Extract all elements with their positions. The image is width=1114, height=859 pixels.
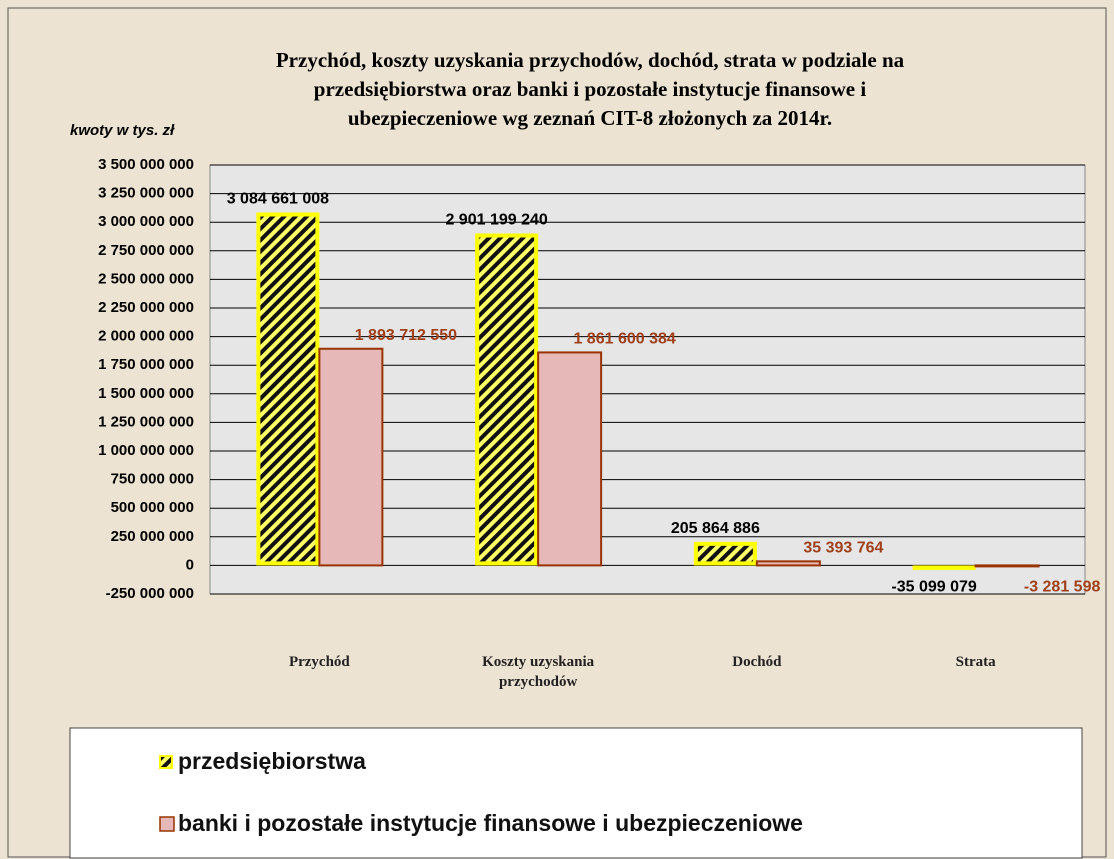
legend-swatch <box>159 755 173 769</box>
bar <box>475 233 539 566</box>
data-label: 1 861 600 384 <box>573 331 675 348</box>
legend-box <box>69 727 1083 859</box>
bar <box>256 212 320 566</box>
y-tick-label: 2 250 000 000 <box>98 299 194 316</box>
y-tick-label: 0 <box>186 556 194 573</box>
y-tick-label: 1 750 000 000 <box>98 356 194 373</box>
y-tick-label: 3 000 000 000 <box>98 213 194 230</box>
bar <box>974 564 1040 568</box>
y-axis-label: kwoty w tys. zł <box>70 122 175 139</box>
x-tick-label: Dochód <box>732 654 782 670</box>
data-label: 1 893 712 550 <box>355 327 457 344</box>
legend-label: banki i pozostałe instytucje finansowe i… <box>178 810 803 836</box>
y-tick-label: 750 000 000 <box>111 471 194 488</box>
y-tick-label: 3 500 000 000 <box>98 156 194 173</box>
data-label: 2 901 199 240 <box>445 212 547 229</box>
y-tick-label: 2 750 000 000 <box>98 242 194 259</box>
bar <box>537 351 603 567</box>
x-tick-label: Strata <box>955 654 996 670</box>
y-tick-label: 250 000 000 <box>111 528 194 545</box>
y-tick-label: 2 500 000 000 <box>98 270 194 287</box>
data-label: -35 099 079 <box>891 579 977 596</box>
bar <box>318 347 384 567</box>
y-tick-label: 1 000 000 000 <box>98 442 194 459</box>
chart-title: Przychód, koszty uzyskania przychodów, d… <box>276 48 905 72</box>
x-tick-label: Koszty uzyskania przychodów <box>482 654 595 690</box>
data-label: 3 084 661 008 <box>227 191 329 208</box>
bar <box>755 560 821 567</box>
legend-swatch <box>159 816 175 832</box>
data-label: -3 281 598 <box>1024 579 1101 596</box>
y-tick-label: -250 000 000 <box>106 585 194 602</box>
chart-title: przedsiębiorstwa oraz banki i pozostałe … <box>314 77 867 101</box>
chart-title: ubezpieczeniowe wg zeznań CIT-8 złożonyc… <box>348 106 832 130</box>
y-tick-label: 1 500 000 000 <box>98 385 194 402</box>
bar <box>912 565 976 570</box>
bar <box>693 541 757 566</box>
legend-label: przedsiębiorstwa <box>178 748 366 774</box>
y-tick-label: 3 250 000 000 <box>98 185 194 202</box>
y-tick-label: 1 250 000 000 <box>98 413 194 430</box>
data-label: 35 393 764 <box>803 540 883 557</box>
y-tick-label: 500 000 000 <box>111 499 194 516</box>
x-tick-label: Przychód <box>288 654 350 670</box>
y-tick-label: 2 000 000 000 <box>98 328 194 345</box>
data-label: 205 864 886 <box>671 520 760 537</box>
